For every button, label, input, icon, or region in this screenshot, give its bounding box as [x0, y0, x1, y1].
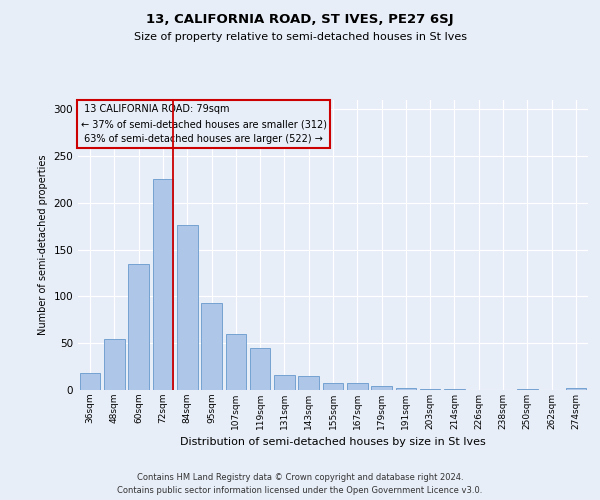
Bar [517, 389, 538, 390]
Bar [566, 388, 586, 390]
Bar [420, 389, 440, 390]
Text: 13, CALIFORNIA ROAD, ST IVES, PE27 6SJ: 13, CALIFORNIA ROAD, ST IVES, PE27 6SJ [146, 12, 454, 26]
Bar [395, 388, 416, 390]
Y-axis label: Number of semi-detached properties: Number of semi-detached properties [38, 155, 48, 336]
Text: Size of property relative to semi-detached houses in St Ives: Size of property relative to semi-detach… [133, 32, 467, 42]
Bar [104, 340, 125, 390]
Bar [226, 334, 246, 390]
Bar [201, 303, 222, 390]
X-axis label: Distribution of semi-detached houses by size in St Ives: Distribution of semi-detached houses by … [180, 438, 486, 448]
Bar [250, 348, 271, 390]
Bar [128, 264, 149, 390]
Bar [347, 382, 368, 390]
Bar [323, 382, 343, 390]
Bar [152, 178, 173, 390]
Bar [371, 386, 392, 390]
Text: Contains HM Land Registry data © Crown copyright and database right 2024.
Contai: Contains HM Land Registry data © Crown c… [118, 474, 482, 495]
Bar [298, 376, 319, 390]
Text: 13 CALIFORNIA ROAD: 79sqm
← 37% of semi-detached houses are smaller (312)
 63% o: 13 CALIFORNIA ROAD: 79sqm ← 37% of semi-… [80, 104, 326, 144]
Bar [177, 226, 197, 390]
Bar [444, 389, 465, 390]
Bar [80, 373, 100, 390]
Bar [274, 375, 295, 390]
